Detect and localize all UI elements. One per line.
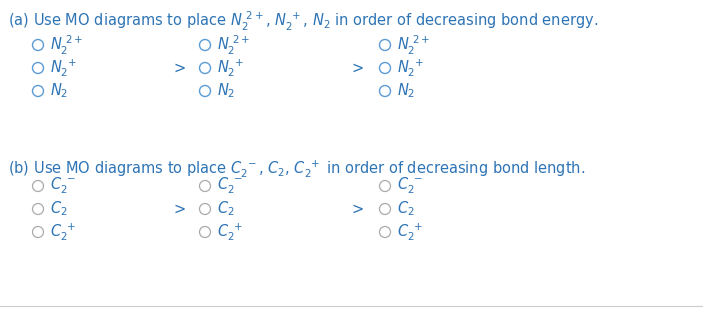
- Text: $N_2^{\ +}$: $N_2^{\ +}$: [50, 57, 77, 79]
- Text: $C_2$: $C_2$: [50, 200, 67, 218]
- Text: $C_2^{\ -}$: $C_2^{\ -}$: [397, 176, 423, 196]
- Text: (a) Use MO diagrams to place $N_2^{\ 2+}$, $N_2^{\ +}$, $N_2$ in order of decrea: (a) Use MO diagrams to place $N_2^{\ 2+}…: [8, 10, 598, 33]
- Text: >: >: [352, 60, 364, 76]
- Text: $N_2^{\ 2+}$: $N_2^{\ 2+}$: [217, 33, 250, 57]
- Text: $C_2^{\ +}$: $C_2^{\ +}$: [50, 221, 76, 243]
- Text: >: >: [352, 202, 364, 216]
- Text: (b) Use MO diagrams to place $C_2^{\ -}$, $C_2$, $C_2^{\ +}$ in order of decreas: (b) Use MO diagrams to place $C_2^{\ -}$…: [8, 158, 586, 180]
- Text: $C_2^{\ +}$: $C_2^{\ +}$: [217, 221, 243, 243]
- Text: $C_2^{\ +}$: $C_2^{\ +}$: [397, 221, 423, 243]
- Text: >: >: [174, 202, 186, 216]
- Text: $N_2$: $N_2$: [217, 82, 236, 100]
- Text: $N_2^{\ 2+}$: $N_2^{\ 2+}$: [50, 33, 84, 57]
- Text: $C_2^{\ -}$: $C_2^{\ -}$: [50, 176, 76, 196]
- Text: $N_2$: $N_2$: [397, 82, 415, 100]
- Text: $C_2$: $C_2$: [217, 200, 235, 218]
- Text: $N_2^{\ +}$: $N_2^{\ +}$: [397, 57, 424, 79]
- Text: $C_2^{\ -}$: $C_2^{\ -}$: [217, 176, 243, 196]
- Text: $N_2$: $N_2$: [50, 82, 68, 100]
- Text: $N_2^{\ +}$: $N_2^{\ +}$: [217, 57, 244, 79]
- Text: $C_2$: $C_2$: [397, 200, 415, 218]
- Text: >: >: [174, 60, 186, 76]
- Text: $N_2^{\ 2+}$: $N_2^{\ 2+}$: [397, 33, 430, 57]
